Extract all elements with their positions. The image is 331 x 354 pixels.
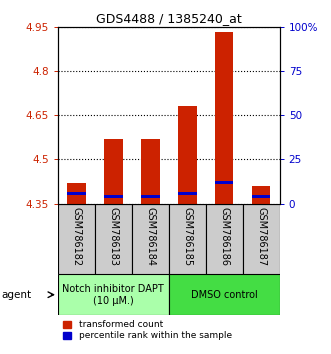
Bar — [169, 274, 280, 315]
Bar — [104, 195, 122, 198]
Title: GDS4488 / 1385240_at: GDS4488 / 1385240_at — [96, 12, 242, 25]
Bar — [178, 192, 197, 195]
Text: GSM786187: GSM786187 — [256, 207, 266, 266]
Bar — [252, 186, 270, 204]
Bar — [104, 139, 122, 204]
Bar — [141, 139, 160, 204]
Bar — [252, 195, 270, 198]
Bar — [141, 195, 160, 198]
Text: DMSO control: DMSO control — [191, 290, 258, 300]
Bar — [67, 192, 86, 195]
Text: GSM786182: GSM786182 — [71, 207, 81, 266]
Bar — [169, 204, 206, 274]
Text: GSM786185: GSM786185 — [182, 207, 192, 266]
Bar — [58, 204, 95, 274]
Bar — [243, 204, 280, 274]
Bar — [206, 204, 243, 274]
Text: Notch inhibitor DAPT
(10 μM.): Notch inhibitor DAPT (10 μM.) — [63, 284, 164, 306]
Bar — [58, 274, 169, 315]
Bar — [215, 33, 233, 204]
Text: GSM786184: GSM786184 — [145, 207, 155, 266]
Text: GSM786183: GSM786183 — [108, 207, 118, 266]
Bar — [215, 181, 233, 184]
Bar — [178, 106, 197, 204]
Text: GSM786186: GSM786186 — [219, 207, 229, 266]
Legend: transformed count, percentile rank within the sample: transformed count, percentile rank withi… — [63, 320, 233, 341]
Bar — [132, 204, 169, 274]
Text: agent: agent — [2, 290, 32, 300]
Bar — [67, 183, 86, 204]
Bar — [95, 204, 132, 274]
